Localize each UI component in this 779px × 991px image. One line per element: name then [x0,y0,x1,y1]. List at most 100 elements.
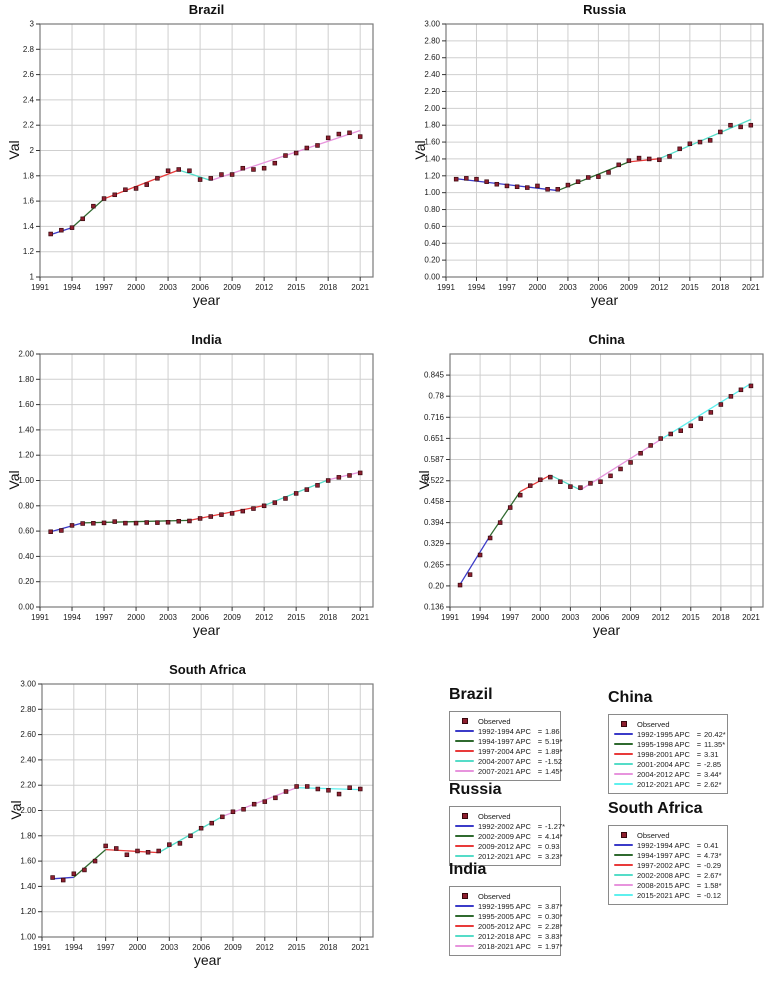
x-tick-label: 2009 [620,283,638,292]
x-tick-label: 2009 [223,613,241,622]
y-tick-label: 2.4 [23,95,35,104]
segment-line-swatch [455,855,474,857]
x-tick-label: 2015 [681,283,699,292]
observed-point [262,799,268,804]
y-tick-label: 1.00 [20,933,36,942]
observed-point [219,172,224,177]
segment-period-label: 1995-2005 APC [478,911,531,921]
legend-row-segment: 1992-1995 APC = 20.42* [612,729,726,739]
legend-row-segment: 2009-2012 APC = 0.93 [453,841,560,851]
legend-row-observed: Observed [612,719,724,729]
observed-point [504,183,510,189]
segment-line-swatch [455,845,474,847]
observed-point [167,842,172,847]
observed-point [347,130,352,136]
x-tick-label: 1991 [33,943,51,952]
y-tick-label: 0.651 [424,434,445,443]
legend-row-segment: 2018-2021 APC = 1.97* [453,941,563,951]
segment-period-label: 2008-2015 APC [637,880,690,890]
legend-row-segment: 1997-2004 APC = 1.89* [453,746,563,756]
y-tick-label: 1.6 [23,197,35,206]
observed-point [494,181,500,187]
x-tick-label: 1997 [95,613,113,622]
y-tick-label: 0.522 [424,476,445,485]
observed-point [497,520,503,525]
legend-row-segment: 1992-2002 APC = -1.27* [453,821,565,831]
observed-point [144,182,149,187]
legend-row-segment: 1994-1997 APC = 5.19* [453,736,563,746]
observed-point [517,492,523,498]
equals-sign: = [696,840,702,850]
segment-line-swatch [455,945,474,947]
equals-sign: = [537,756,543,766]
y-tick-label: 1.4 [23,222,35,231]
segment-line-swatch [614,773,633,775]
observed-point [273,795,278,801]
observed-point [80,521,85,526]
observed-point [474,176,479,182]
legend-box-russia: Observed 1992-2002 APC = -1.27* 2002-2009 AP… [449,806,565,866]
y-tick-label: 0.80 [18,501,34,510]
x-tick-label: 2003 [559,283,577,292]
observed-point [229,172,235,177]
observed-point [155,176,160,181]
equals-sign: = [537,766,543,776]
china-plot: 1991 1994 1997 2000 2003 2006 2009 2012 2015 2018… [424,353,764,622]
trend-segment-2009-2012 [628,158,660,163]
observed-point [467,572,473,577]
x-tick-label: 2021 [351,283,369,292]
observed-point [240,508,246,514]
observed-point [135,848,140,854]
chart-panel-china: 1991 1994 1997 2000 2003 2006 2009 2012 2015 2018… [390,330,779,660]
equals-sign: = [696,880,702,890]
legend-title-india: India [449,861,487,878]
x-tick-label: 2006 [191,283,209,292]
segment-line-swatch [455,915,474,917]
observed-point [220,814,225,820]
observed-point [555,187,561,192]
observed-point [304,487,310,492]
observed-point [133,186,139,191]
equals-sign: = [537,851,543,861]
segment-period-label: 2012-2021 APC [637,779,690,789]
y-tick-label: 3.00 [424,20,440,29]
equals-sign: = [696,890,702,900]
segment-period-label: 1992-1995 APC [478,901,531,911]
x-tick-label: 1997 [97,943,115,952]
apc-value: 2.28* [545,921,563,931]
equals-sign: = [537,736,543,746]
y-axis-label: Val [412,139,428,160]
segment-period-label: 1998-2001 APC [637,749,690,759]
legend-row-segment: 2004-2007 APC = -1.52 [453,756,562,766]
y-tick-label: 1.20 [18,451,34,460]
equals-sign: = [696,860,702,870]
observed-point [251,506,256,511]
y-tick-label: 1.80 [424,121,440,130]
observed-point [91,203,96,209]
segment-period-label: 1992-1994 APC [478,726,531,736]
chart-title-russia: Russia [583,2,626,17]
observed-label: Observed [637,830,670,840]
observed-point [535,183,540,189]
observed-point [357,470,363,476]
legend-row-segment: 1992-1994 APC = 0.41 [612,840,724,850]
y-tick-label: 0.60 [18,527,34,536]
x-tick-label: 2000 [531,613,549,622]
legend-group-china: China Observed 1992-1995 APC = 20.42* 1995-1… [608,689,728,794]
legend-row-segment: 2015-2021 APC = -0.12 [612,890,724,900]
observed-point [251,167,256,172]
legend-row-segment: 1994-1997 APC = 4.73* [612,850,724,860]
observed-point [165,168,171,173]
observed-point [48,231,53,237]
observed-point [251,801,257,807]
segment-period-label: 1995-1998 APC [637,739,690,749]
observed-point [658,436,663,441]
y-tick-label: 2.6 [23,70,35,79]
equals-sign: = [537,921,543,931]
y-tick-label: 2.2 [23,121,35,130]
x-tick-label: 2009 [224,943,242,952]
chart-title-brazil: Brazil [188,2,225,17]
observed-point [477,552,483,558]
y-tick-label: 2.00 [424,104,440,113]
observed-point [568,484,573,489]
